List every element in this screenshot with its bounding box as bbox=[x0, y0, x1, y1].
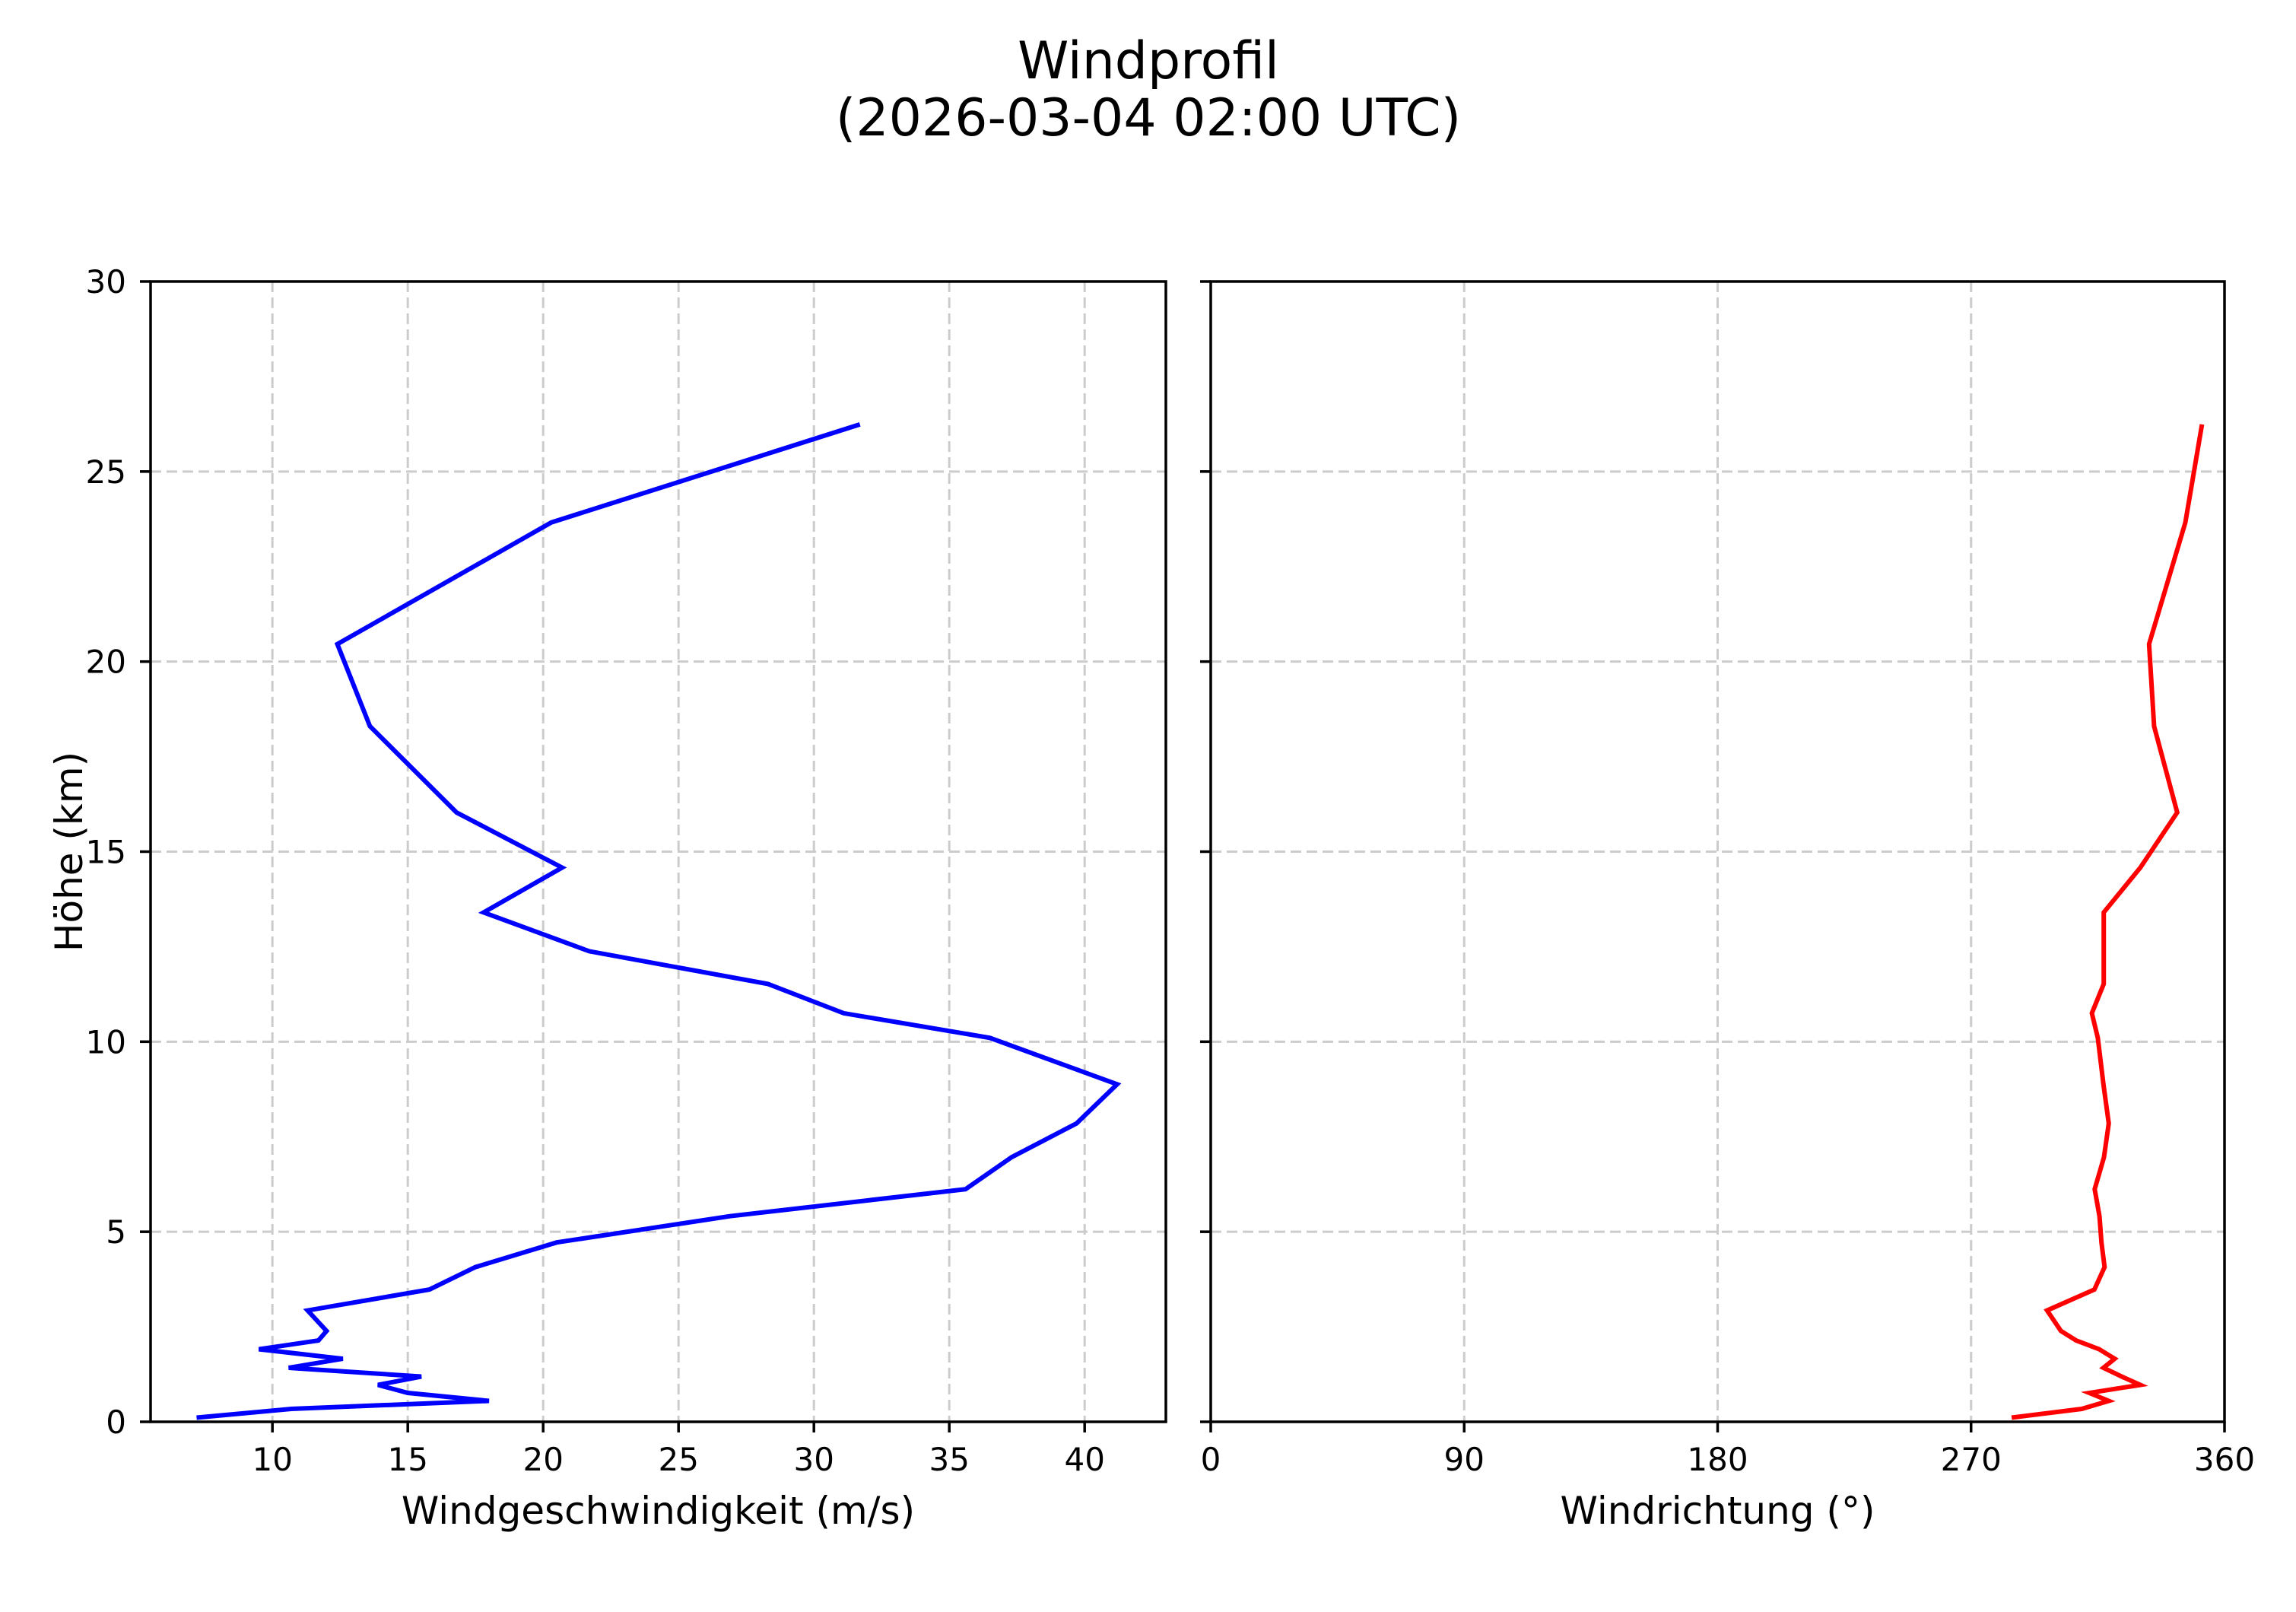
wind-speed-line bbox=[196, 422, 1122, 1420]
wind-speed-axes: 10 15 20 25 30 35 40 0 5 10 15 20 25 30 Windgeschwind… bbox=[47, 263, 1167, 1533]
series-polyline bbox=[196, 422, 1122, 1420]
figure-title-line2: (2026-03-04 02:00 UTC) bbox=[836, 88, 1461, 148]
y-tick-label: 20 bbox=[86, 644, 126, 681]
y-tick-label: 0 bbox=[106, 1404, 126, 1441]
x-tick-label: 360 bbox=[2194, 1441, 2255, 1478]
wind-direction-xlabel: Windrichtung (°) bbox=[1561, 1489, 1875, 1533]
wind-speed-grid bbox=[151, 281, 1166, 1422]
height-ylabel: Höhe (km) bbox=[47, 752, 91, 952]
y-tick-label: 10 bbox=[86, 1023, 126, 1060]
y-tick-label: 15 bbox=[86, 834, 126, 871]
x-tick-label: 15 bbox=[387, 1441, 427, 1478]
wind-speed-xlabel: Windgeschwindigkeit (m/s) bbox=[402, 1489, 915, 1533]
wind-speed-ticks: 10 15 20 25 30 35 40 0 5 10 15 20 25 30 bbox=[86, 263, 1105, 1478]
x-tick-label: 0 bbox=[1201, 1441, 1221, 1478]
wind-direction-line bbox=[2011, 424, 2205, 1420]
x-tick-label: 20 bbox=[522, 1441, 563, 1478]
y-tick-label: 30 bbox=[86, 263, 126, 300]
x-tick-label: 10 bbox=[252, 1441, 292, 1478]
x-tick-label: 40 bbox=[1064, 1441, 1104, 1478]
wind-direction-axes: 0 90 180 270 360 Windrichtung (°) bbox=[1200, 280, 2255, 1533]
wind-direction-ticks: 0 90 180 270 360 bbox=[1200, 280, 2255, 1478]
x-tick-label: 90 bbox=[1444, 1441, 1485, 1478]
wind-direction-grid bbox=[1211, 281, 2225, 1422]
x-tick-label: 30 bbox=[793, 1441, 834, 1478]
y-tick-label: 5 bbox=[106, 1213, 126, 1251]
x-tick-label: 270 bbox=[1941, 1441, 2002, 1478]
x-tick-label: 35 bbox=[929, 1441, 969, 1478]
x-tick-label: 180 bbox=[1687, 1441, 1748, 1478]
figure-title-line1: Windprofil bbox=[1018, 31, 1279, 91]
y-tick-label: 25 bbox=[86, 453, 126, 491]
series-polyline bbox=[2011, 424, 2205, 1420]
x-tick-label: 25 bbox=[658, 1441, 698, 1478]
